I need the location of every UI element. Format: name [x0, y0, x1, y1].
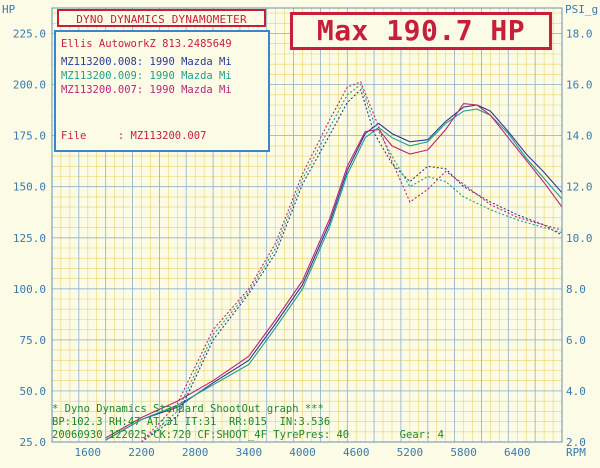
right-tick-label: 8.0 — [566, 283, 586, 296]
legend-shop: Ellis AutoworkZ 813.2485649 — [61, 38, 232, 50]
right-tick-label: 2.0 — [566, 436, 586, 449]
footer-line-1: * Dyno Dynamics Standard ShootOut graph … — [52, 403, 324, 415]
left-tick-label: 200.0 — [13, 79, 46, 92]
left-tick-label: 225.0 — [13, 28, 46, 41]
left-tick-label: 50.0 — [20, 385, 47, 398]
right-axis-label: PSI_g — [565, 3, 598, 16]
plot-frame — [51, 7, 563, 443]
footer-line-3: 20060930 122025 CK:720 CF:SHOOT_4F TyreP… — [52, 429, 444, 441]
left-axis-ticks: 25.0 50.0 75.0 100.0 125.0 150.0 175.0 200.0 225… — [13, 28, 46, 449]
x-tick-label: 5800 — [450, 446, 477, 459]
series-line-5 — [141, 83, 563, 443]
legend-file: File : MZ113200.007 — [61, 130, 207, 142]
right-tick-label: 14.0 — [566, 130, 593, 143]
x-tick-label: 4600 — [343, 446, 370, 459]
series-line-6 — [141, 81, 563, 443]
left-axis-label: HP — [2, 3, 16, 16]
left-tick-label: 25.0 — [20, 436, 47, 449]
legend-box: Ellis AutoworkZ 813.2485649 MZ113200.008… — [54, 30, 270, 152]
right-tick-label: 4.0 — [566, 385, 586, 398]
x-axis-unit-label: RPM — [566, 446, 586, 459]
right-axis-ticks: 2.0 4.0 6.0 8.0 10.0 12.0 14.0 16.0 18.0 — [566, 28, 593, 449]
right-tick-label: 6.0 — [566, 334, 586, 347]
series-layer — [105, 81, 563, 443]
left-tick-label: 125.0 — [13, 232, 46, 245]
series-line-3 — [105, 103, 563, 439]
x-tick-label: 1600 — [75, 446, 102, 459]
dyno-title-box: DYNO DYNAMICS DYNAMOMETER — [57, 9, 266, 27]
legend-run-3: MZ113200.007: 1990 Mazda Mi — [61, 84, 232, 96]
legend-run-2: MZ113200.009: 1990 Mazda Mi — [61, 70, 232, 82]
right-tick-label: 12.0 — [566, 181, 593, 194]
left-tick-label: 175.0 — [13, 130, 46, 143]
right-tick-label: 16.0 — [566, 79, 593, 92]
x-tick-label: 5200 — [397, 446, 424, 459]
left-tick-label: 100.0 — [13, 283, 46, 296]
series-line-1 — [105, 104, 563, 441]
x-tick-label: 6400 — [504, 446, 531, 459]
max-hp-box: Max 190.7 HP — [290, 12, 552, 50]
x-axis-ticks: 1600 2200 2800 3400 4000 4600 5200 5800 6400 — [75, 446, 531, 459]
x-tick-label: 2800 — [182, 446, 209, 459]
right-tick-label: 18.0 — [566, 28, 593, 41]
right-tick-label: 10.0 — [566, 232, 593, 245]
x-tick-label: 4000 — [289, 446, 316, 459]
series-line-4 — [141, 88, 563, 443]
x-tick-label: 3400 — [236, 446, 263, 459]
legend-run-1: MZ113200.008: 1990 Mazda Mi — [61, 56, 232, 68]
footer-line-2: BP:102.3 RH:47 AT:31 IT:31 RR:015 IN:3.5… — [52, 416, 331, 428]
x-tick-label: 2200 — [128, 446, 155, 459]
series-line-2 — [105, 108, 563, 441]
left-tick-label: 150.0 — [13, 181, 46, 194]
left-tick-label: 75.0 — [20, 334, 47, 347]
